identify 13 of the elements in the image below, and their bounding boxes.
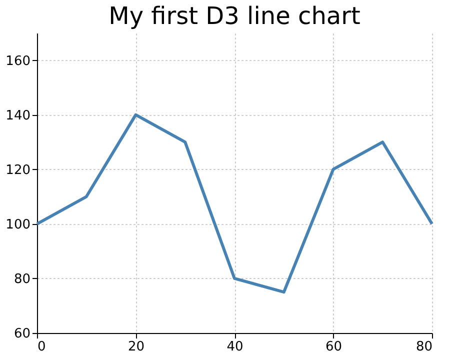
x-tick-label: 80 [416,340,432,354]
y-tick-label: 120 [6,162,30,178]
x-tick-label: 0 [38,340,46,354]
chart-title: My first D3 line chart [108,2,360,30]
y-tick-label: 100 [6,217,30,232]
y-tick-label: 140 [6,108,30,124]
line-series [36,113,434,294]
y-tick-label: 160 [6,54,30,69]
y-tick-label: 80 [14,272,30,287]
x-tick-label: 60 [325,340,342,354]
y-tick-label: 60 [14,326,30,342]
x-tick-label: 40 [226,340,244,354]
x-tick-label: 20 [128,340,145,354]
